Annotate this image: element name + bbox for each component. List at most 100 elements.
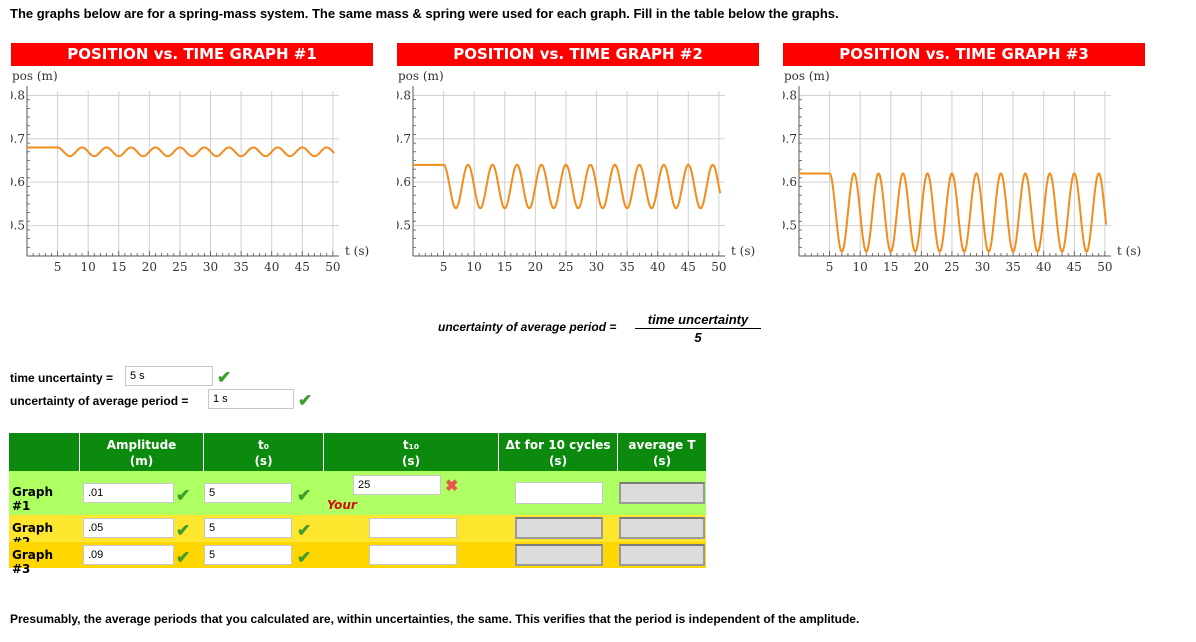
- graph-2-plot: 5 10 15 20 25 30 35 40 45 50 0.5 0.6 0.7 0.8 pos (m) t …: [397, 69, 755, 271]
- header-average-t: average T (s): [618, 433, 706, 471]
- y-tick-label: 0.8: [397, 88, 411, 102]
- header-amplitude-line2: (m): [129, 454, 154, 468]
- x-tick-label: 35: [1005, 260, 1020, 271]
- x-tick-label: 15: [111, 260, 126, 271]
- graph-3: POSITION vs. TIME GRAPH #3 5 10 15 20 25 30 35…: [783, 43, 1145, 273]
- x-tick-label: 5: [54, 260, 62, 271]
- conclusion-text: Presumably, the average periods that you…: [10, 612, 860, 626]
- x-tick-label: 50: [1097, 260, 1112, 271]
- uncertainty-avg-period-label: uncertainty of average period =: [10, 394, 189, 408]
- check-icon: ✔: [176, 521, 191, 540]
- graph-1: POSITION vs. TIME GRAPH #1 5 10 15 20 25 30 35…: [11, 43, 373, 273]
- x-tick-label: 15: [497, 260, 512, 271]
- time-uncertainty-label: time uncertainty =: [10, 371, 114, 385]
- x-tick-label: 50: [711, 260, 726, 271]
- graph-2-average-t-field: [619, 517, 705, 539]
- graph-2-t10-input[interactable]: [369, 518, 457, 538]
- position-curve: [413, 163, 722, 210]
- graph-3-t0-input[interactable]: 5: [204, 545, 292, 565]
- x-tick-label: 35: [619, 260, 634, 271]
- graph-3-delta-t-field: [515, 544, 603, 566]
- x-tick-label: 10: [81, 260, 96, 271]
- graph-3-average-t-field: [619, 544, 705, 566]
- graph-3-plot: 5 10 15 20 25 30 35 40 45 50 0.5 0.6 0.7 0.8 pos (m) t …: [783, 69, 1141, 271]
- x-tick-label: 5: [826, 260, 834, 271]
- graph-1-title: POSITION vs. TIME GRAPH #1: [11, 43, 373, 66]
- check-icon: ✔: [297, 548, 312, 567]
- row-label-graph-3: Graph #3: [12, 548, 53, 576]
- row-label-graph-1: Graph #1: [12, 485, 53, 513]
- x-axis-label: t (s): [731, 244, 755, 258]
- graph-1-delta-t-input[interactable]: [515, 482, 603, 504]
- graph-3-t10-input[interactable]: [369, 545, 457, 565]
- check-icon: ✔: [297, 521, 312, 540]
- x-tick-label: 5: [440, 260, 448, 271]
- graph-2-amplitude-input[interactable]: .05: [83, 518, 174, 538]
- y-tick-label: 0.8: [11, 88, 25, 102]
- graph-1-t0-input[interactable]: 5: [204, 483, 292, 503]
- x-tick-label: 20: [914, 260, 929, 271]
- uncertainty-avg-period-input[interactable]: 1 s: [208, 389, 294, 409]
- y-tick-label: 0.8: [783, 88, 797, 102]
- header-t0-line1: t₀: [258, 438, 269, 452]
- header-t10-line2: (s): [401, 454, 421, 468]
- y-axis-label: pos (m): [398, 69, 444, 83]
- header-average-t-line1: average T: [628, 438, 696, 452]
- x-tick-label: 35: [233, 260, 248, 271]
- x-tick-label: 25: [558, 260, 573, 271]
- graph-3-amplitude-input[interactable]: .09: [83, 545, 174, 565]
- formula-lhs: uncertainty of average period =: [438, 320, 617, 334]
- check-icon: ✔: [176, 486, 191, 505]
- graph-2-t0-input[interactable]: 5: [204, 518, 292, 538]
- x-tick-label: 25: [172, 260, 187, 271]
- x-tick-label: 30: [975, 260, 990, 271]
- y-tick-label: 0.5: [397, 219, 411, 233]
- y-tick-label: 0.7: [783, 132, 797, 146]
- header-delta-t: Δt for 10 cycles (s): [499, 433, 618, 471]
- y-tick-label: 0.7: [11, 132, 25, 146]
- x-tick-label: 40: [264, 260, 279, 271]
- instructions-text: The graphs below are for a spring-mass s…: [10, 6, 839, 21]
- header-amplitude-line1: Amplitude: [106, 438, 177, 452]
- x-tick-label: 10: [467, 260, 482, 271]
- position-curve: [27, 146, 335, 158]
- position-curve: [799, 172, 1108, 253]
- time-uncertainty-input[interactable]: 5 s: [125, 366, 213, 386]
- y-tick-label: 0.6: [397, 175, 411, 189]
- x-tick-label: 45: [295, 260, 310, 271]
- x-tick-label: 50: [325, 260, 340, 271]
- graph-2: POSITION vs. TIME GRAPH #2 5 10 15 20 25 30 35…: [397, 43, 759, 273]
- formula-denominator: 5: [694, 330, 702, 345]
- y-tick-label: 0.6: [11, 175, 25, 189]
- graph-2-title: POSITION vs. TIME GRAPH #2: [397, 43, 759, 66]
- graph-2-delta-t-field: [515, 517, 603, 539]
- header-t0: t₀ (s): [204, 433, 324, 471]
- x-tick-label: 45: [681, 260, 696, 271]
- header-t10: t₁₀ (s): [324, 433, 499, 471]
- y-tick-label: 0.5: [11, 219, 25, 233]
- header-delta-t-line2: (s): [548, 454, 568, 468]
- x-tick-label: 30: [589, 260, 604, 271]
- graph-1-t10-input[interactable]: 25: [353, 475, 441, 495]
- graph-3-title: POSITION vs. TIME GRAPH #3: [783, 43, 1145, 66]
- x-tick-label: 40: [1036, 260, 1051, 271]
- x-tick-label: 10: [853, 260, 868, 271]
- graph-1-plot: 5 10 15 20 25 30 35 40 45 50 0.5 0.6 0.7 0.8 pos (m) t …: [11, 69, 369, 271]
- x-axis-label: t (s): [345, 244, 369, 258]
- x-tick-label: 25: [944, 260, 959, 271]
- check-icon: ✔: [217, 368, 232, 387]
- period-uncertainty-formula: uncertainty of average period = time unc…: [438, 310, 768, 350]
- y-axis-label: pos (m): [12, 69, 58, 83]
- x-tick-label: 45: [1067, 260, 1082, 271]
- graph-1-amplitude-input[interactable]: .01: [83, 483, 174, 503]
- x-tick-label: 15: [883, 260, 898, 271]
- header-t0-line2: (s): [254, 454, 273, 468]
- x-tick-label: 30: [203, 260, 218, 271]
- y-tick-label: 0.7: [397, 132, 411, 146]
- header-t10-line1: t₁₀: [402, 438, 420, 452]
- header-blank: [9, 433, 80, 471]
- x-tick-label: 40: [650, 260, 665, 271]
- y-tick-label: 0.5: [783, 219, 797, 233]
- formula-numerator: time uncertainty: [635, 312, 761, 329]
- x-tick-label: 20: [142, 260, 157, 271]
